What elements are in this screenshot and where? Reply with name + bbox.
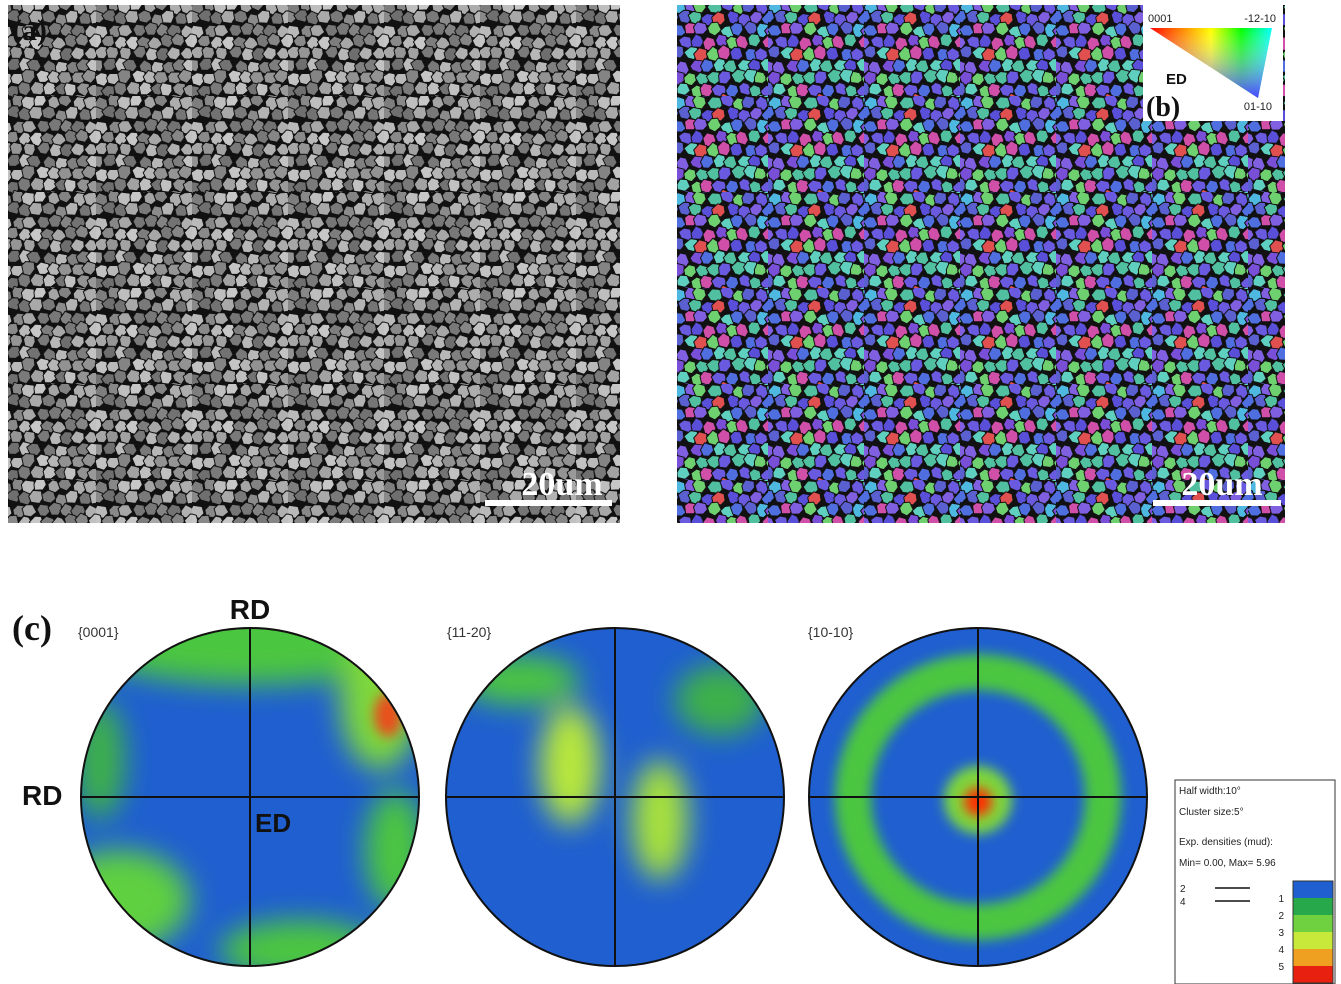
- axis-label: RD: [230, 594, 270, 625]
- ipf-corner: -12-10: [1244, 13, 1276, 25]
- colorbar-label: 4: [1278, 945, 1284, 956]
- ipf-corner: 01-10: [1244, 101, 1272, 113]
- legend-text: Half width:10°: [1179, 786, 1241, 797]
- pole-title: {0001}: [78, 624, 119, 640]
- panel-label: (a): [12, 14, 47, 47]
- ipf-corner: 0001: [1148, 13, 1172, 25]
- pole-title: {11-20}: [447, 624, 491, 640]
- legend-text: Cluster size:5°: [1179, 807, 1244, 818]
- colorbar-segment: [1293, 898, 1333, 915]
- legend-text: Min= 0.00, Max= 5.96: [1179, 858, 1276, 869]
- pole-figure: [50, 595, 425, 980]
- colorbar-label: 2: [1278, 911, 1284, 922]
- colorbar-label: 1: [1278, 894, 1284, 905]
- pole-title: {10-10}: [808, 624, 853, 640]
- panel-label: (b): [1146, 92, 1180, 123]
- axis-label: RD: [22, 780, 62, 811]
- figure: (a) 20um 0001 -12-10 01-10 ED (b) 20um (…: [0, 0, 1341, 984]
- contour-label: 2: [1180, 884, 1186, 895]
- colorbar-segment: [1293, 932, 1333, 949]
- ipf-direction: ED: [1166, 71, 1187, 88]
- pole-figures: [50, 595, 1148, 980]
- colorbar-label: 3: [1278, 928, 1284, 939]
- colorbar-segment: [1293, 966, 1333, 983]
- micrograph-a: [8, 5, 620, 523]
- scale-text: 20um: [521, 466, 602, 503]
- colorbar-segment: [1293, 881, 1333, 898]
- colorbar-segment: [1293, 949, 1333, 966]
- scale-text: 20um: [1181, 466, 1262, 503]
- legend-text: Exp. densities (mud):: [1179, 837, 1273, 848]
- contour-label: 4: [1180, 897, 1186, 908]
- center-label: ED: [255, 808, 291, 838]
- colorbar-label: 5: [1278, 962, 1284, 973]
- panel-label: (c): [12, 608, 52, 648]
- colorbar-segment: [1293, 915, 1333, 932]
